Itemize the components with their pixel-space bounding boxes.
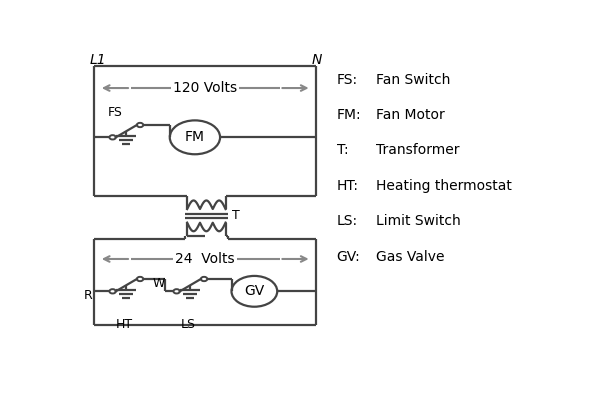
Text: Transformer: Transformer <box>375 144 459 158</box>
Text: 120 Volts: 120 Volts <box>173 81 237 95</box>
Text: LS:: LS: <box>337 214 358 228</box>
Text: FM: FM <box>185 130 205 144</box>
Text: GV: GV <box>244 284 264 298</box>
Text: 24  Volts: 24 Volts <box>175 252 235 266</box>
Text: Limit Switch: Limit Switch <box>375 214 460 228</box>
Text: Fan Motor: Fan Motor <box>375 108 444 122</box>
Text: LS: LS <box>181 318 195 330</box>
Text: T: T <box>232 209 240 222</box>
Text: L1: L1 <box>90 53 106 67</box>
Text: FS: FS <box>107 106 122 119</box>
Text: GV:: GV: <box>337 250 360 264</box>
Text: T:: T: <box>337 144 348 158</box>
Text: FS:: FS: <box>337 73 358 87</box>
Text: FM:: FM: <box>337 108 361 122</box>
Text: R: R <box>83 290 92 302</box>
Text: Fan Switch: Fan Switch <box>375 73 450 87</box>
Text: HT: HT <box>116 318 133 330</box>
Text: N: N <box>312 53 322 67</box>
Text: HT:: HT: <box>337 179 359 193</box>
Text: Gas Valve: Gas Valve <box>375 250 444 264</box>
Text: Heating thermostat: Heating thermostat <box>375 179 512 193</box>
Text: W: W <box>153 277 165 290</box>
